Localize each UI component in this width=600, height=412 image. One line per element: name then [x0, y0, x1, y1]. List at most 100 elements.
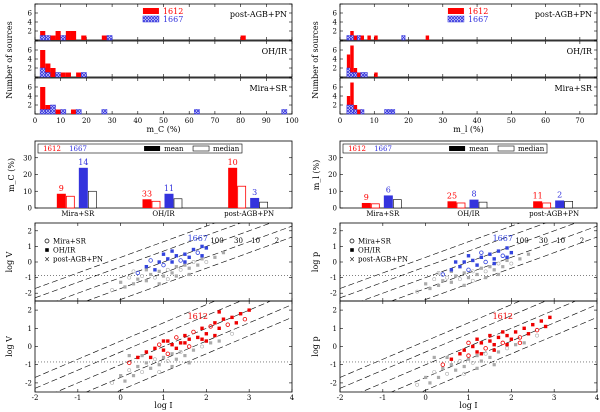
colored-point: [509, 337, 514, 341]
hist-bar-1667: [39, 67, 46, 78]
category-label: post-AGB+PN: [224, 210, 274, 218]
x-tick-label: 0: [423, 394, 427, 402]
colored-point: [200, 244, 204, 249]
colored-point: [187, 255, 191, 260]
legend-label-1612: 1612: [163, 7, 183, 16]
x-tick-label: -2: [32, 394, 39, 402]
hist-bar-1667: [350, 72, 354, 78]
y-axis-label: m_l (%): [312, 160, 321, 191]
gray-point: [170, 352, 174, 356]
x-tick-label: 60: [185, 117, 194, 125]
y-axis-label: log p: [311, 252, 320, 272]
gray-point: [131, 282, 136, 286]
x-tick-label: -2: [337, 394, 344, 402]
x-tick-label: 10: [370, 117, 379, 125]
hist-bar-1667: [363, 72, 368, 78]
colored-point: [204, 332, 209, 336]
hist-bar-1612: [374, 72, 378, 77]
x-tick-label: 40: [473, 117, 482, 125]
x-tick-label: 90: [262, 117, 271, 125]
colored-point: [492, 342, 496, 347]
bar-median-1612: [542, 202, 552, 209]
x-tick-label: 1: [161, 394, 165, 402]
legend-label-1667: 1667: [468, 15, 488, 24]
scatter-plot-area: [35, 223, 292, 301]
y-tick-label: 4: [333, 93, 338, 101]
y-tick-label: 2: [333, 307, 337, 315]
y-tick-label: -2: [25, 290, 32, 298]
legend-marker-mira: [44, 238, 50, 244]
category-label: OH/IR: [457, 210, 480, 218]
x-tick-label: 1: [466, 394, 470, 402]
hist-bar-1612: [70, 31, 77, 40]
scatter-plot-area: [340, 223, 597, 301]
x-tick-label: 4: [290, 394, 295, 402]
scatter-plot-area: [340, 301, 597, 392]
colored-point: [174, 254, 179, 258]
gray-point: [432, 277, 437, 282]
bar-mean-1667: [383, 195, 393, 208]
bar-median-1612: [151, 200, 161, 209]
gray-point: [496, 350, 501, 354]
gray-point: [127, 275, 132, 280]
colored-point: [183, 252, 187, 256]
colored-point: [475, 337, 479, 341]
y-axis-label: log p: [311, 336, 320, 356]
legend-marker-pagb: ×: [349, 256, 355, 264]
x-tick-label: 20: [404, 117, 413, 125]
colored-point: [170, 260, 174, 264]
gray-point: [436, 271, 441, 275]
bar-median-1612: [456, 202, 466, 209]
y-tick-label: 4: [28, 19, 33, 27]
gray-point: [424, 282, 428, 286]
hist-bar-1667: [50, 104, 56, 115]
hist-bar-1667: [350, 35, 354, 41]
gray-point: [161, 355, 166, 360]
gray-point: [488, 265, 492, 269]
legend-mean: mean: [164, 145, 184, 153]
gray-point: [217, 339, 221, 343]
dashed-ratio-line: [360, 301, 577, 392]
gray-point: [119, 374, 123, 378]
gray-point: [191, 348, 196, 352]
legend-mean-swatch: [144, 146, 161, 151]
colored-point: [195, 250, 200, 255]
colored-point: [462, 260, 466, 264]
gray-point: [518, 257, 522, 261]
colored-point: [221, 317, 226, 321]
bar-mean-1612: [533, 201, 543, 208]
gray-point: [200, 344, 204, 349]
dashed-ratio-line: [85, 304, 292, 392]
y-tick-label: 0: [28, 259, 32, 267]
colored-point: [136, 355, 140, 360]
gray-point: [441, 279, 445, 283]
colored-point: [183, 341, 187, 345]
gray-point: [436, 283, 441, 287]
gray-point: [501, 265, 505, 269]
y-axis-label: Number of sources: [5, 21, 14, 99]
hist-bar-1612: [346, 54, 351, 77]
gray-point: [475, 272, 479, 277]
colored-point: [471, 258, 475, 263]
hist-bar-1612: [357, 72, 361, 77]
count-label-1612: 10: [228, 158, 238, 167]
colored-point: [479, 250, 484, 255]
gray-point: [505, 258, 509, 263]
gray-point: [454, 368, 458, 372]
y-tick-label: 6: [333, 47, 338, 55]
hist-bar-1612: [55, 109, 61, 114]
gray-point: [488, 355, 492, 360]
hist-bar-1612: [425, 35, 430, 40]
colored-point: [479, 341, 484, 345]
gray-point: [441, 366, 445, 370]
legend-median: median: [213, 145, 240, 153]
hist-bar-1612: [360, 35, 364, 40]
y-tick-label: 6: [28, 47, 33, 55]
gray-point: [200, 257, 204, 261]
colored-point: [458, 352, 462, 356]
colored-point: [213, 321, 217, 325]
gray-point: [445, 355, 449, 360]
hist-bar-1612: [60, 72, 66, 77]
gray-point: [174, 357, 178, 361]
legend-mean: mean: [469, 145, 489, 153]
